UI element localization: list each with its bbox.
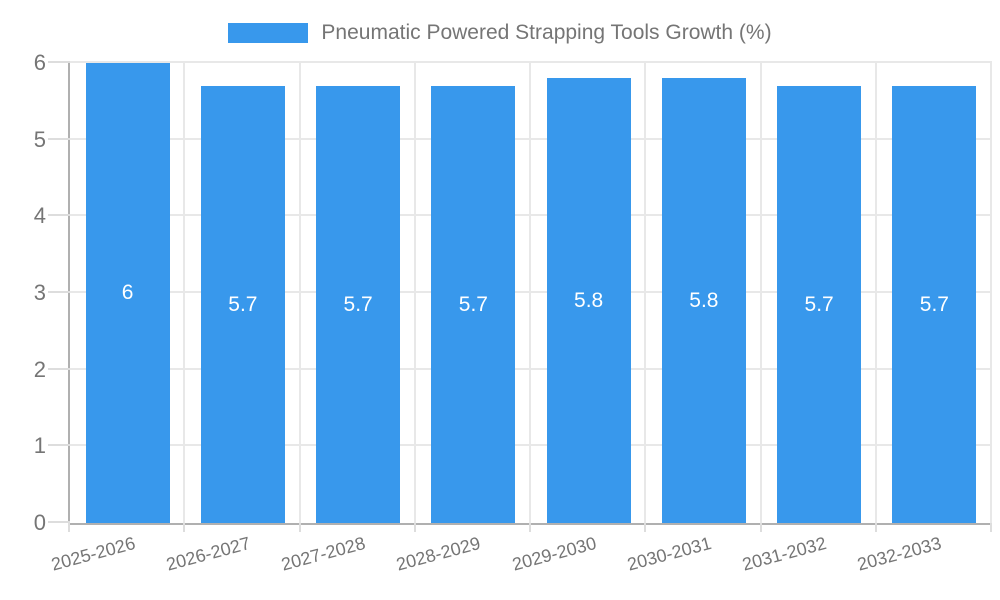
x-tick-mark bbox=[183, 523, 186, 532]
bar-2030-2031[interactable]: 5.8 bbox=[661, 78, 746, 523]
bar-value-label: 5.8 bbox=[574, 288, 604, 312]
y-tick-mark bbox=[48, 444, 70, 447]
y-gridline bbox=[70, 291, 992, 293]
x-tick-mark bbox=[413, 523, 416, 532]
y-gridline bbox=[70, 444, 992, 447]
y-tick-label: 0 bbox=[33, 510, 46, 535]
x-gridline bbox=[298, 63, 301, 523]
bar-value-label: 5.7 bbox=[228, 292, 258, 316]
x-tick-mark bbox=[529, 523, 531, 532]
y-gridline bbox=[70, 137, 992, 140]
x-gridline bbox=[644, 63, 647, 523]
bar-2027-2028[interactable]: 5.7 bbox=[316, 86, 401, 523]
y-tick-label: 1 bbox=[33, 433, 46, 459]
y-axis-line bbox=[68, 63, 70, 523]
legend-swatch bbox=[228, 23, 309, 43]
bar-2028-2029[interactable]: 5.7 bbox=[431, 86, 516, 523]
y-tick-label: 6 bbox=[33, 50, 46, 75]
bar-2025-2026[interactable]: 6 bbox=[85, 63, 170, 523]
x-tick-mark bbox=[298, 523, 301, 532]
y-gridline bbox=[70, 367, 992, 370]
y-tick-mark bbox=[48, 61, 70, 63]
y-tick-label: 5 bbox=[33, 126, 46, 152]
y-tick-label: 2 bbox=[33, 356, 46, 382]
x-gridline bbox=[990, 63, 992, 523]
bar-value-label: 5.7 bbox=[919, 292, 949, 316]
x-tick-mark bbox=[759, 523, 762, 532]
y-tick-mark bbox=[48, 291, 70, 293]
bar-value-label: 5.7 bbox=[804, 292, 834, 316]
y-tick-label: 4 bbox=[33, 203, 46, 229]
y-tick-mark bbox=[48, 521, 70, 523]
bar-value-label: 5.7 bbox=[343, 292, 373, 316]
bar-2032-2033[interactable]: 5.7 bbox=[892, 86, 977, 523]
x-tick-mark bbox=[990, 523, 992, 532]
x-gridline bbox=[529, 63, 531, 523]
x-tick-mark bbox=[874, 523, 877, 532]
bar-value-label: 5.8 bbox=[689, 288, 719, 312]
bar-2031-2032[interactable]: 5.7 bbox=[777, 86, 862, 523]
bar-value-label: 5.7 bbox=[458, 292, 488, 316]
bar-2026-2027[interactable]: 5.7 bbox=[200, 86, 285, 523]
y-tick-mark bbox=[48, 137, 70, 140]
y-gridline bbox=[70, 214, 992, 217]
x-gridline bbox=[759, 63, 762, 523]
bar-2029-2030[interactable]: 5.8 bbox=[546, 78, 631, 523]
x-tick-mark bbox=[644, 523, 647, 532]
x-gridline bbox=[183, 63, 186, 523]
bar-value-label: 6 bbox=[121, 281, 134, 304]
x-gridline bbox=[874, 63, 877, 523]
plot-area: 0 1 2 3 4 5 6 6 2025-2026 5.7 2026-2027 5.7 2027-202… bbox=[34, 50, 992, 575]
y-tick-mark bbox=[48, 214, 70, 217]
y-tick-mark bbox=[48, 367, 70, 370]
x-tick-mark bbox=[68, 523, 70, 532]
legend-label: Pneumatic Powered Strapping Tools Growth… bbox=[321, 21, 772, 44]
chart-legend-item[interactable]: Pneumatic Powered Strapping Tools Growth… bbox=[0, 21, 1000, 45]
y-tick-label: 3 bbox=[33, 280, 46, 305]
y-gridline bbox=[70, 61, 992, 63]
x-gridline bbox=[413, 63, 416, 523]
